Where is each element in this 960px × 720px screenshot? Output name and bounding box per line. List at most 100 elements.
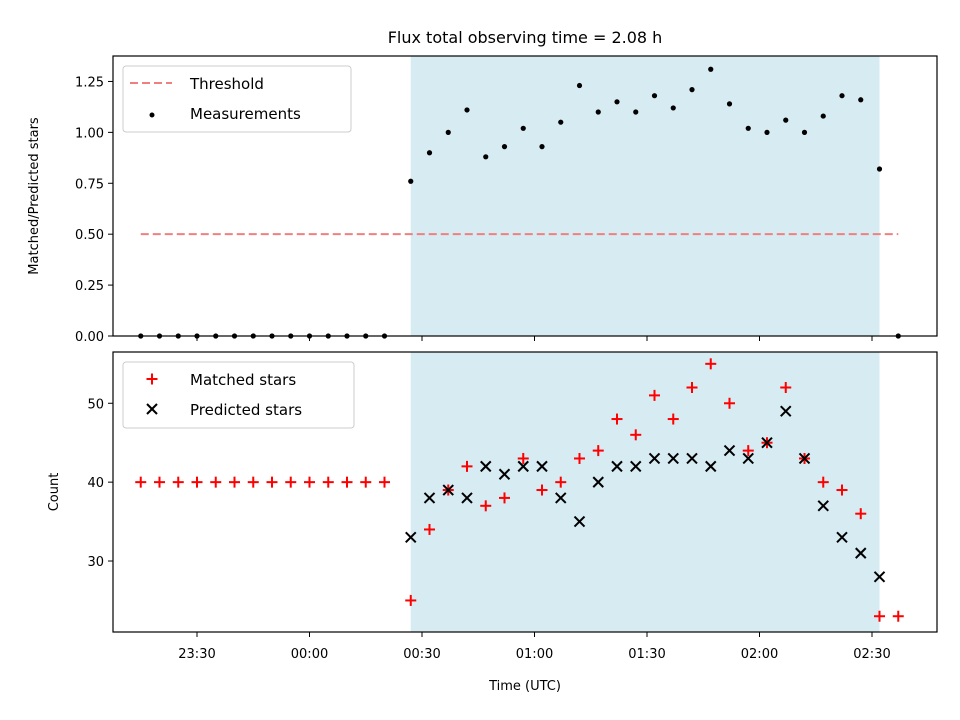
y-tick-label: 0.75 [75, 177, 104, 192]
y-tick-label: 0.25 [75, 279, 104, 294]
matched-star-point [379, 476, 390, 488]
bottom-y-ticks: 30 40 50 [87, 397, 113, 570]
matched-star-point [649, 389, 660, 401]
top-x-ticks [196, 336, 873, 341]
top-shaded-span [410, 56, 880, 336]
predicted-star-point [667, 452, 679, 465]
matched-star-point [667, 413, 679, 425]
bottom-x-ticks: 23:30 00:00 00:30 01:00 01:30 02:00 02:30 [178, 632, 891, 662]
chart-title: Flux total observing time = 2.08 h [388, 28, 663, 47]
x-tick-label: 23:30 [178, 647, 215, 662]
matched-star-point [461, 460, 473, 472]
measurement-point [464, 107, 470, 113]
legend-matched-label: Matched stars [190, 371, 296, 389]
legend-measurement-label: Measurements [190, 105, 301, 123]
matched-star-point [611, 413, 623, 425]
bottom-shaded-span [410, 352, 880, 632]
x-axis-label: Time (UTC) [488, 679, 561, 694]
matched-star-point [480, 500, 492, 512]
predicted-star-point [742, 452, 754, 465]
predicted-star-point [723, 444, 736, 457]
predicted-star-point [798, 452, 811, 465]
measurement-point [408, 178, 414, 184]
bottom-y-axis-label: Count [47, 473, 62, 512]
measurement-point [689, 87, 695, 93]
measurement-point [539, 144, 545, 150]
predicted-star-point [648, 452, 661, 465]
matched-star-point [836, 484, 848, 496]
x-tick-label: 00:30 [403, 647, 440, 662]
matched-star-point [135, 476, 147, 488]
predicted-star-point [405, 531, 417, 544]
matched-star-point [874, 610, 885, 622]
legend-threshold-label: Threshold [189, 75, 264, 93]
top-panel: 0.00 0.25 0.50 0.75 1.00 1.25 Matched/Predict… [27, 55, 938, 345]
y-tick-label: 40 [87, 476, 104, 491]
matched-star-point [724, 397, 735, 409]
matched-star-point [405, 594, 417, 606]
matched-star-point [191, 476, 203, 488]
predicted-star-point [592, 476, 604, 488]
x-tick-label: 02:30 [853, 647, 890, 662]
y-tick-label: 50 [87, 397, 104, 412]
predicted-star-point [555, 492, 567, 504]
predicted-star-point [423, 492, 436, 504]
matched-star-point [154, 476, 165, 488]
measurement-point [595, 109, 601, 115]
measurement-point [726, 101, 733, 107]
predicted-star-point [573, 515, 586, 528]
measurement-point [801, 129, 808, 135]
predicted-star-point [480, 460, 492, 473]
bottom-legend: Matched stars Predicted stars [122, 361, 355, 429]
predicted-star-point [705, 460, 717, 473]
measurement-point [426, 150, 433, 156]
measurement-point [670, 105, 676, 111]
legend-matched-marker [146, 373, 158, 385]
matched-star-point [892, 610, 904, 622]
predicted-star-point [611, 460, 623, 473]
measurement-point [783, 117, 789, 123]
y-tick-label: 1.25 [75, 75, 104, 90]
matched-star-point [247, 476, 259, 488]
matched-star-point [172, 476, 184, 488]
top-legend: Threshold Measurements [122, 65, 352, 133]
matched-star-point [424, 523, 435, 535]
x-tick-label: 02:00 [741, 647, 778, 662]
predicted-star-point [873, 571, 886, 583]
measurement-point [445, 129, 451, 135]
top-y-axis-label: Matched/Predicted stars [27, 117, 42, 275]
matched-star-point [686, 381, 698, 393]
measurement-point [839, 93, 845, 99]
matched-star-point [817, 476, 829, 488]
matched-star-point [855, 508, 867, 520]
measurement-point [764, 129, 770, 135]
matched-star-point [780, 381, 792, 393]
y-tick-label: 0.50 [75, 228, 104, 243]
measurement-point [858, 97, 864, 103]
measurement-point [576, 82, 583, 89]
matched-star-point [536, 484, 548, 496]
matched-star-point [266, 476, 278, 488]
x-tick-label: 01:00 [516, 647, 553, 662]
y-tick-label: 1.00 [75, 126, 104, 141]
measurement-point [614, 99, 620, 105]
measurement-point [483, 154, 489, 160]
bottom-axes-frame [112, 351, 938, 633]
measurement-point [520, 125, 526, 131]
legend-measurement-swatch [149, 112, 155, 118]
matched-star-point [322, 476, 334, 488]
measurement-point [651, 93, 658, 99]
top-y-ticks: 0.00 0.25 0.50 0.75 1.00 1.25 [75, 75, 113, 345]
matched-star-point [285, 476, 297, 488]
predicted-star-point [855, 547, 867, 559]
matched-star-point [592, 445, 604, 457]
measurement-point [745, 125, 751, 131]
measurement-points [138, 66, 901, 339]
top-axes-frame [112, 55, 938, 337]
x-tick-label: 01:30 [628, 647, 665, 662]
measurement-point [876, 166, 883, 172]
legend-matched-swatch [146, 373, 158, 385]
predicted-star-point [761, 436, 773, 449]
measurement-point [501, 144, 508, 150]
